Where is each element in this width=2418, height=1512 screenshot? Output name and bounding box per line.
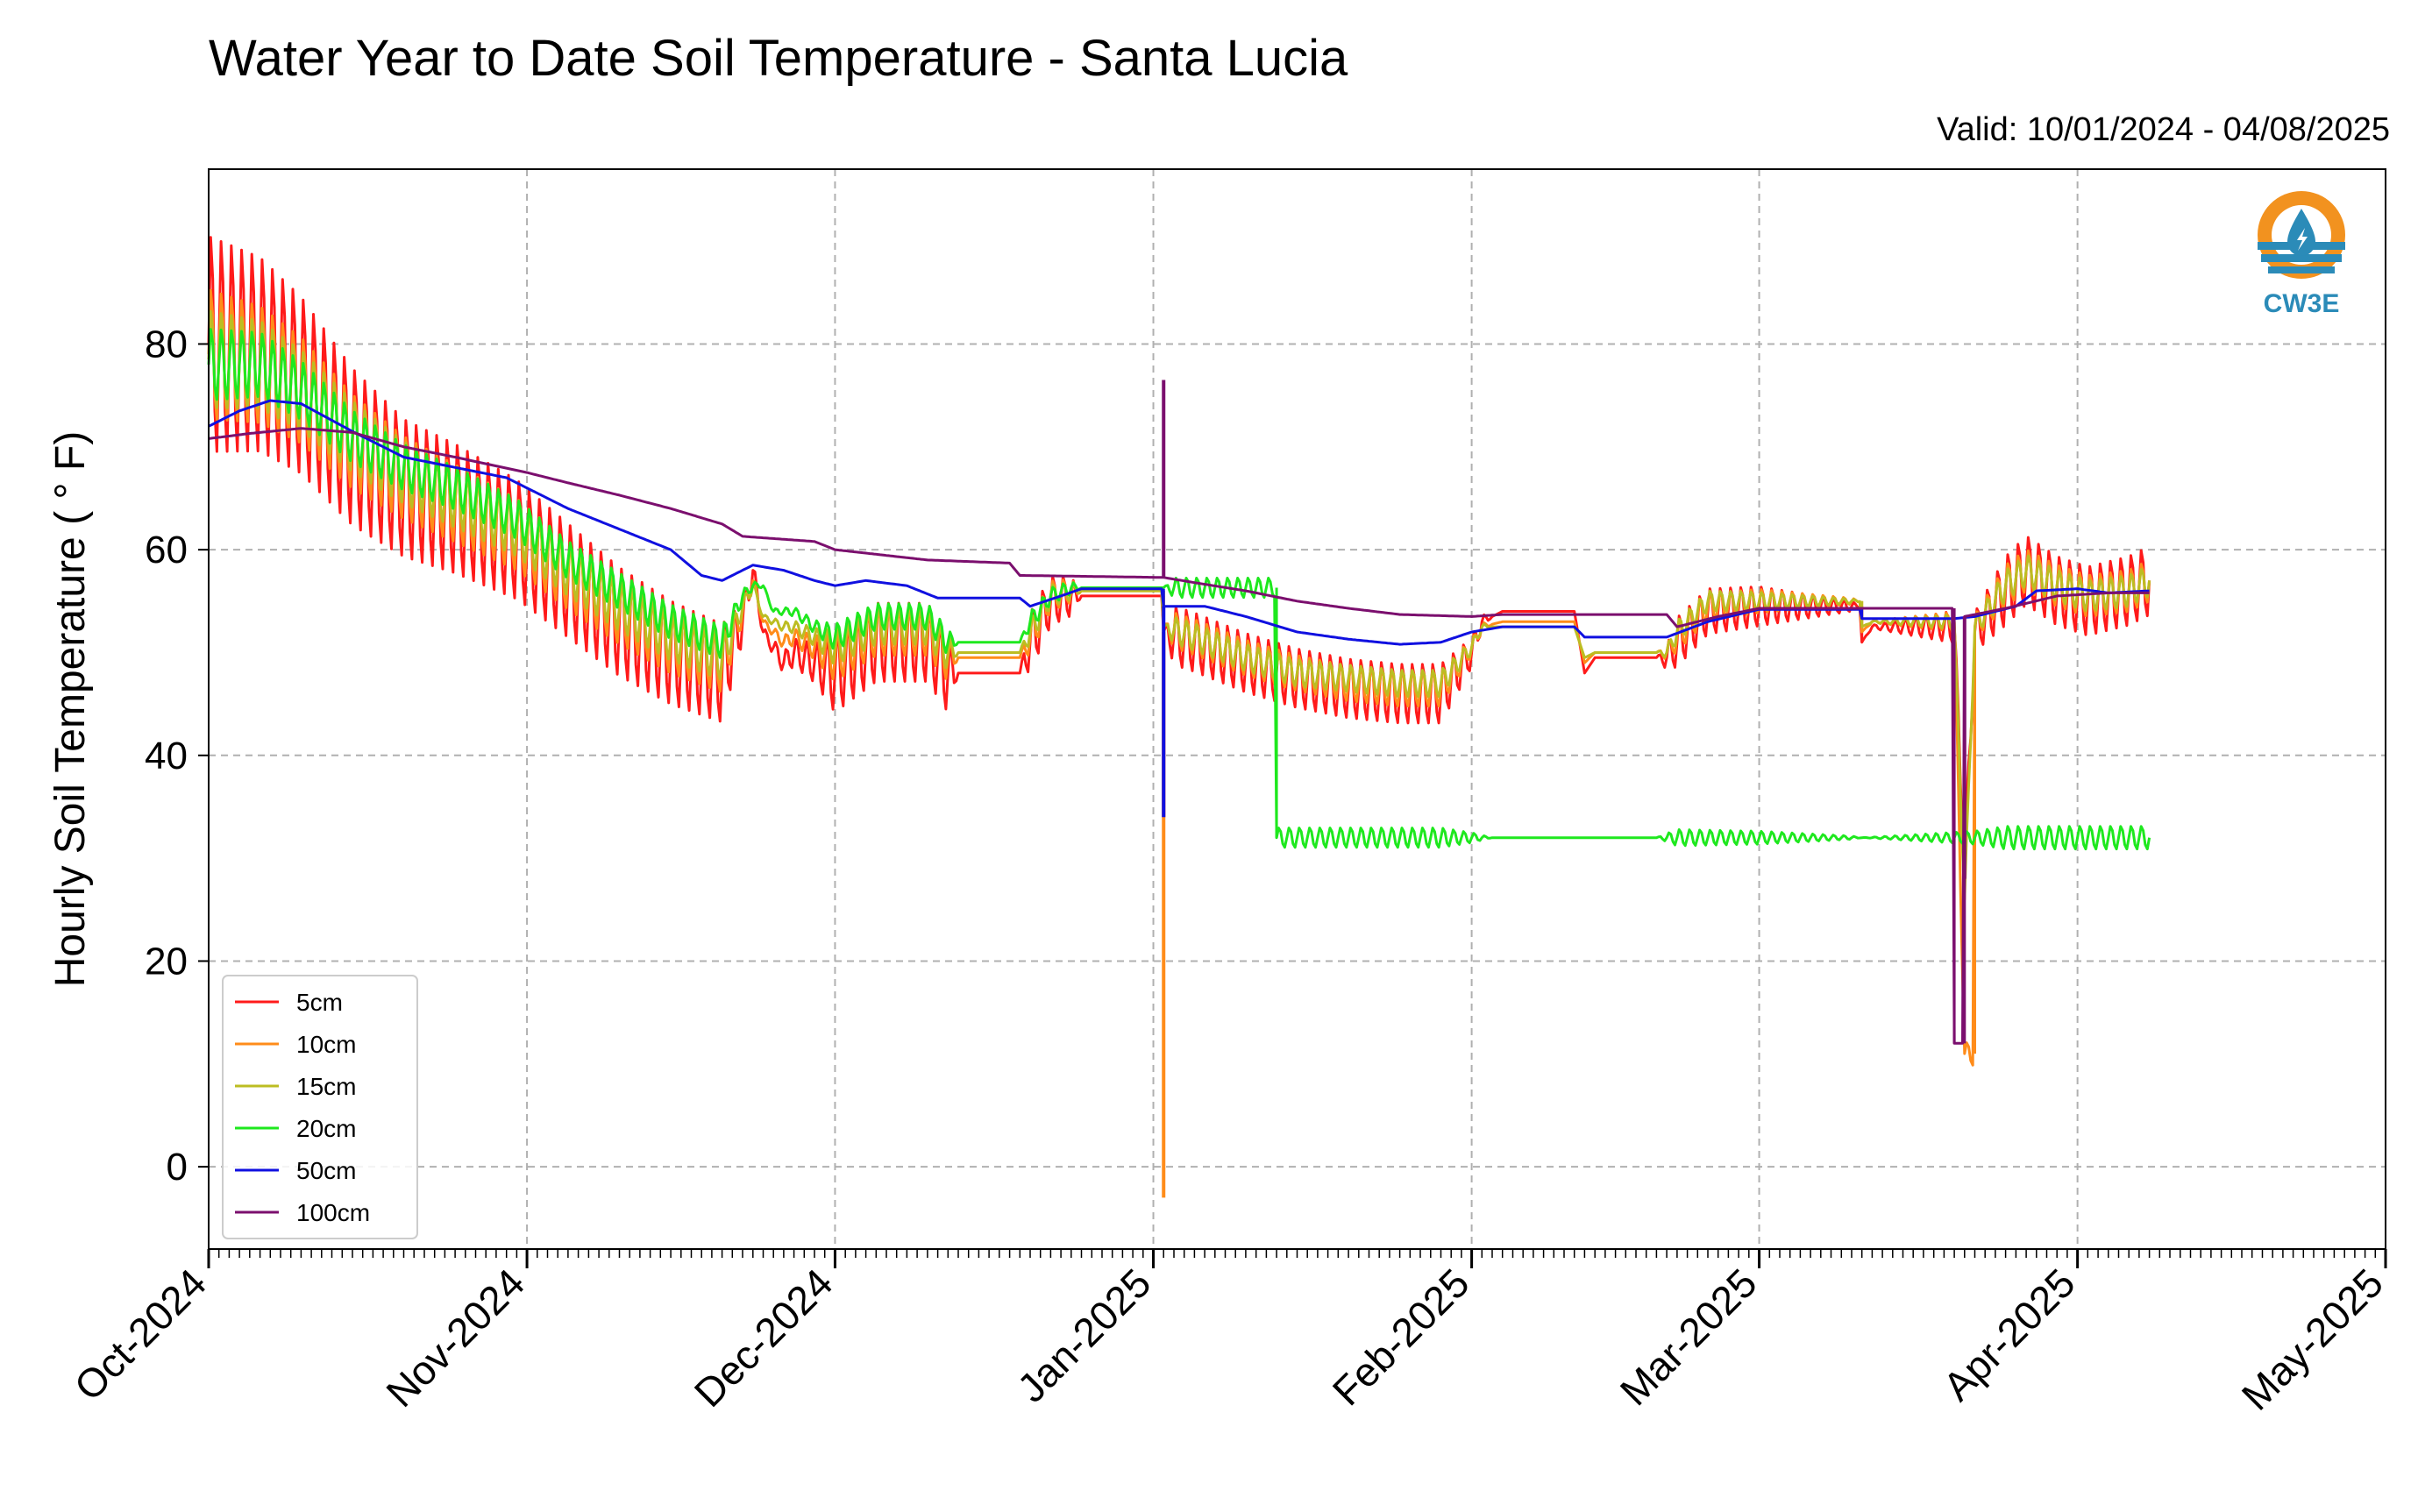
legend-item-100cm: 100cm (235, 1199, 370, 1226)
legend-label-10cm: 10cm (296, 1031, 356, 1058)
y-tick-label-3: 60 (145, 529, 188, 571)
cw3e-logo: CW3E (2258, 191, 2345, 318)
series-line-100cm (208, 427, 2150, 1045)
lightning-icon (2297, 228, 2308, 251)
legend: 5cm 10cm 15cm 20cm 50cm 100cm (222, 975, 418, 1239)
series-line-20cm (207, 328, 2151, 851)
x-minor-ticks (208, 1249, 2386, 1258)
legend-item-50cm: 50cm (235, 1157, 356, 1184)
series-jumps-50cm (1162, 588, 1864, 619)
x-tick-label-2: Dec-2024 (686, 1260, 842, 1416)
y-tick-label-2: 40 (145, 735, 188, 777)
legend-item-5cm: 5cm (235, 989, 343, 1016)
chart-subtitle: Valid: 10/01/2024 - 04/08/2025 (1937, 111, 2390, 148)
plot-frame (208, 168, 2386, 1250)
x-tick-label-0: Oct-2024 (66, 1260, 216, 1409)
legend-item-15cm: 15cm (235, 1073, 356, 1100)
series-line-5cm (207, 236, 2151, 870)
x-tick-label-3: Jan-2025 (1008, 1260, 1159, 1410)
axis-ticks (198, 343, 2387, 1268)
legend-label-20cm: 20cm (296, 1115, 356, 1142)
x-tick-label-6: Apr-2025 (1934, 1260, 2084, 1409)
y-tick-label-4: 80 (145, 323, 188, 366)
x-tick-label-1: Nov-2024 (377, 1260, 533, 1416)
y-axis-label: Hourly Soil Temperature ( ° F) (47, 431, 94, 988)
x-tick-label-5: Mar-2025 (1611, 1260, 1766, 1414)
x-tick-label-4: Feb-2025 (1324, 1260, 1478, 1414)
legend-box (222, 975, 418, 1239)
y-tick-labels: 0 20 40 60 80 (145, 323, 188, 1189)
series-jumps-10cm (1162, 591, 1977, 1054)
logo-text: CW3E (2264, 289, 2340, 318)
water-drop-icon (2287, 209, 2315, 256)
grid-lines (208, 169, 2386, 1249)
legend-label-50cm: 50cm (296, 1157, 356, 1184)
x-tick-label-7: May-2025 (2233, 1260, 2392, 1418)
series-lines (207, 236, 2151, 1198)
legend-label-100cm: 100cm (296, 1199, 370, 1226)
y-tick-label-1: 20 (145, 940, 188, 983)
legend-item-20cm: 20cm (235, 1115, 356, 1142)
chart-title: Water Year to Date Soil Temperature - Sa… (209, 30, 1348, 87)
y-tick-label-0: 0 (167, 1146, 188, 1189)
legend-label-15cm: 15cm (296, 1073, 356, 1100)
legend-label-5cm: 5cm (296, 989, 343, 1016)
series-line-10cm (207, 288, 2151, 1067)
series-jumps-20cm (1275, 587, 1278, 838)
legend-item-10cm: 10cm (235, 1031, 356, 1058)
x-tick-labels: Oct-2024 Nov-2024 Dec-2024 Jan-2025 Feb-2025… (66, 1260, 2393, 1418)
